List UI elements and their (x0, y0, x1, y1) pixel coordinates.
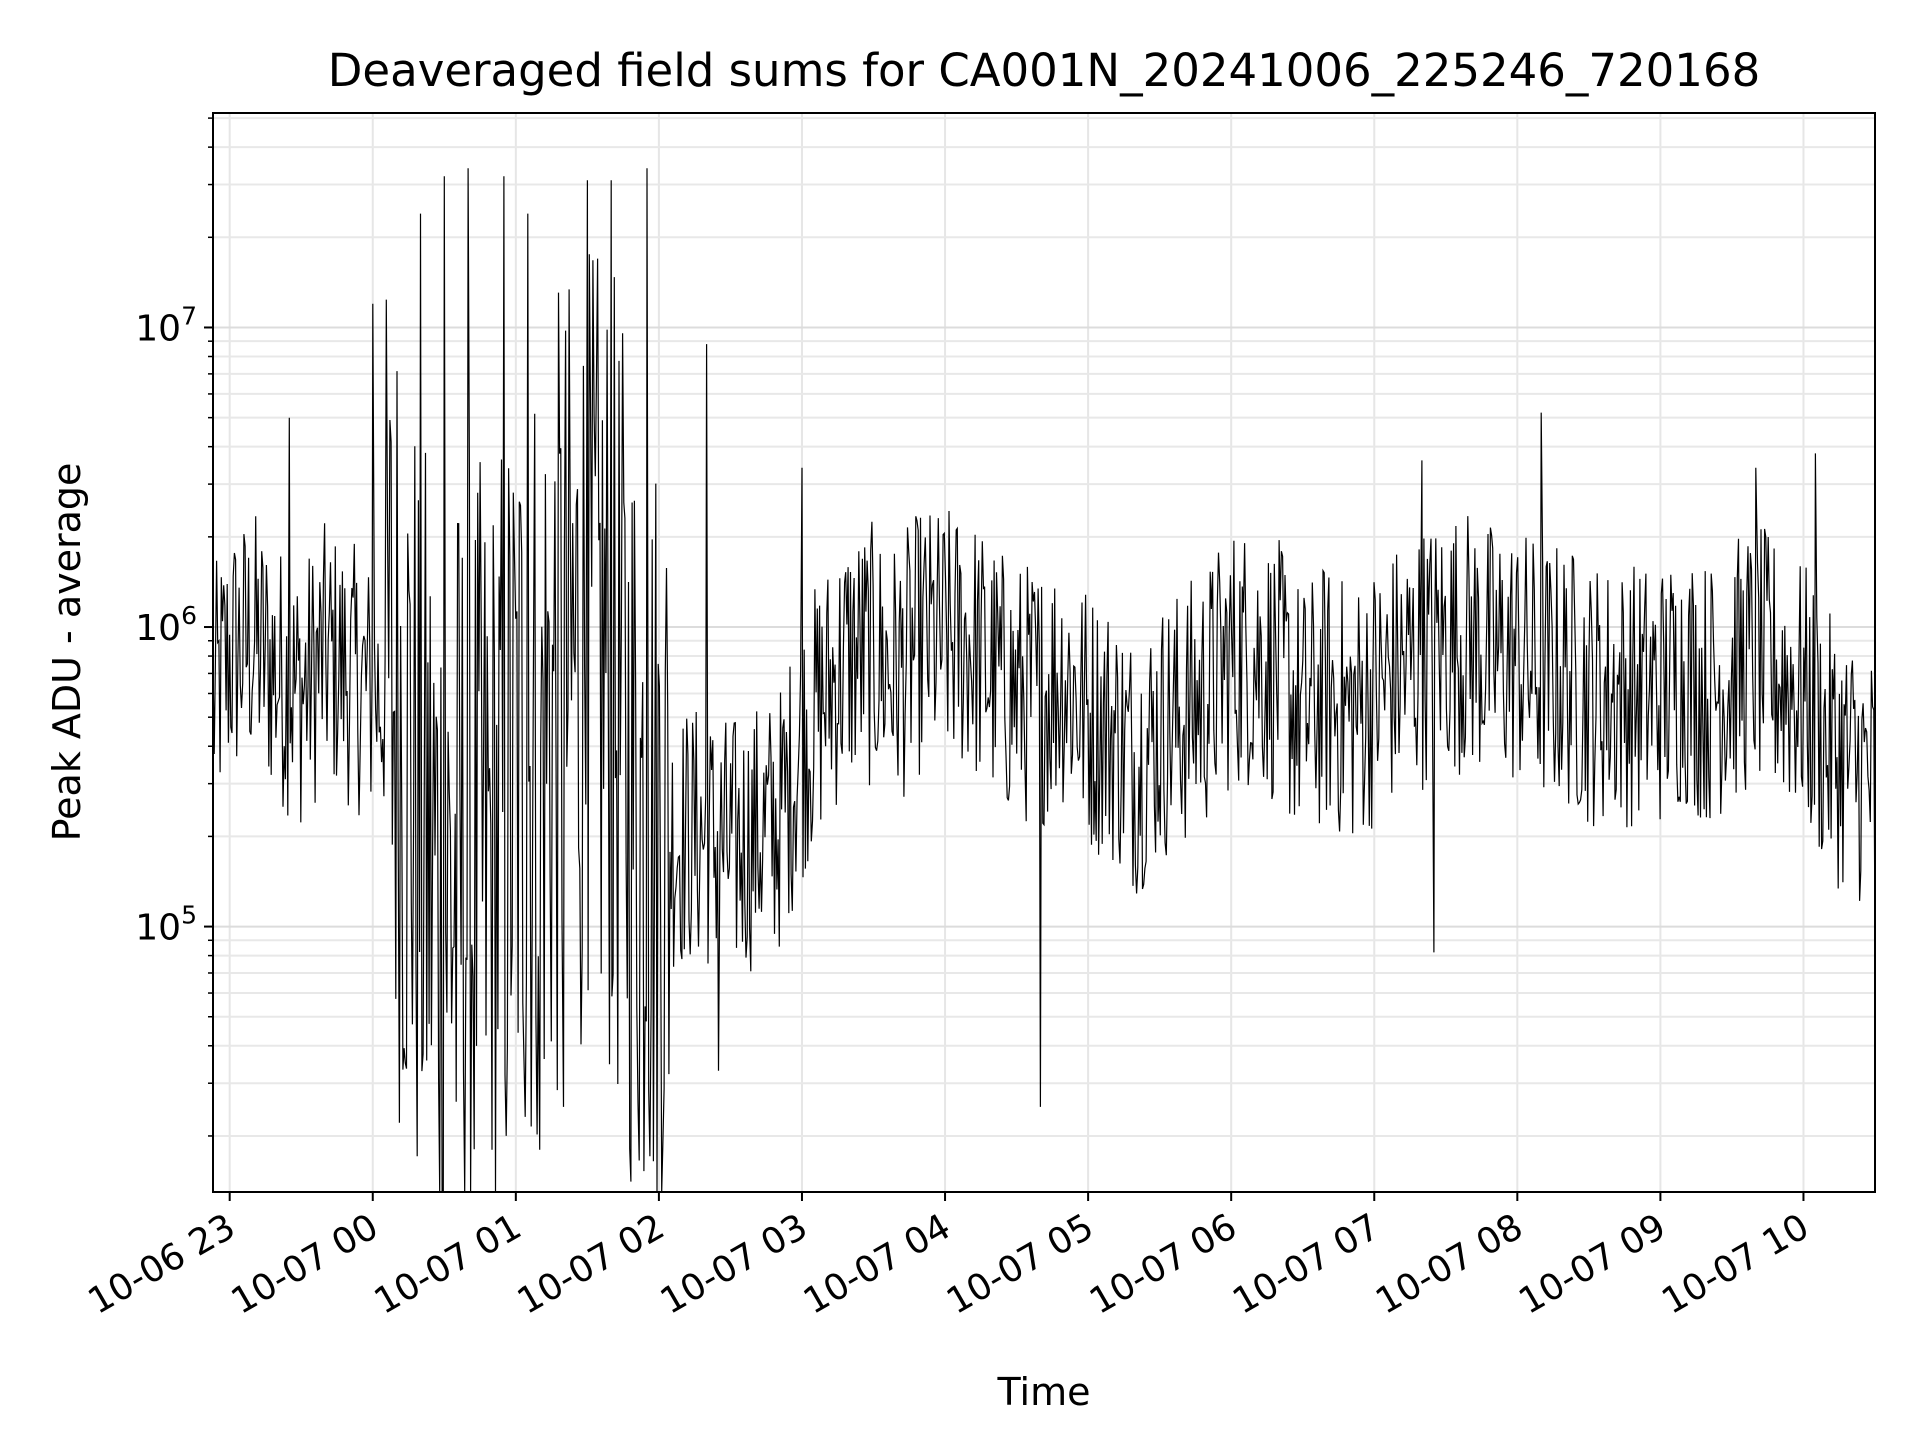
y-axis: 105 106 107 (135, 117, 213, 1137)
gridlines (213, 113, 1875, 1192)
plot-frame (212, 112, 1876, 1193)
series-group (212, 168, 1876, 1193)
y-axis-label: Peak ADU - average (45, 463, 89, 842)
y-tick-label-2: 107 (135, 301, 197, 349)
y-tick-label-0: 105 (135, 901, 197, 949)
series-line (212, 168, 1876, 1193)
x-axis-label: Time (997, 1370, 1091, 1414)
y-tick-label-1: 106 (135, 601, 197, 649)
chart-title: Deaveraged field sums for CA001N_2024100… (328, 44, 1760, 97)
